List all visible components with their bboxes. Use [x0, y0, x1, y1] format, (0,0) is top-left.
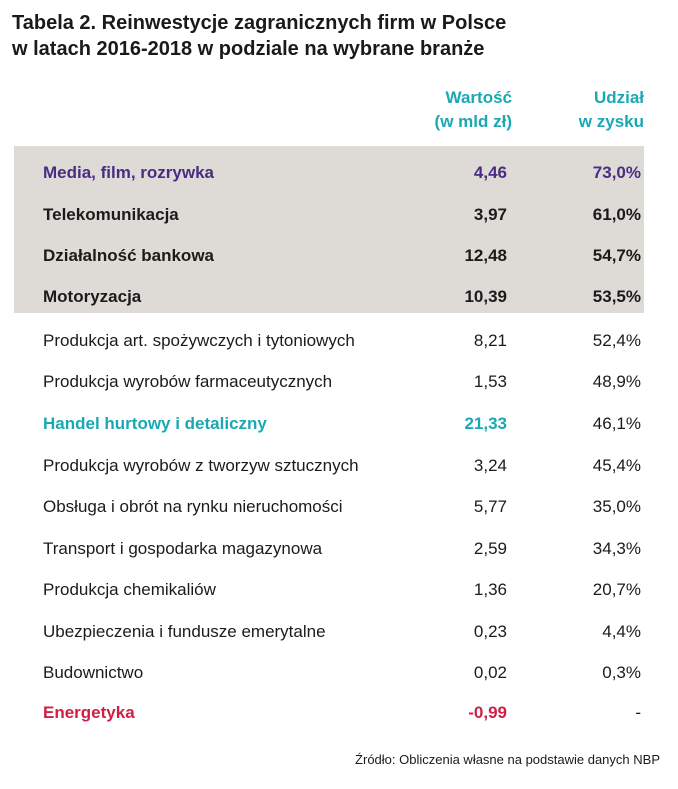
table-row: Obsługa i obrót na rynku nieruchomości 5…	[14, 486, 644, 527]
row-value: 3,97	[473, 205, 507, 224]
row-label: Telekomunikacja	[43, 205, 179, 224]
row-value: 5,77	[473, 497, 507, 516]
column-header-share: Udział w zysku	[579, 86, 644, 134]
table-row: Energetyka -0,99 -	[14, 692, 644, 733]
table-row: Media, film, rozrywka 4,46 73,0%	[14, 152, 644, 193]
row-label: Energetyka	[43, 703, 135, 722]
column-header-share-line2: w zysku	[578, 112, 644, 131]
table-row: Produkcja chemikaliów 1,36 20,7%	[14, 569, 644, 610]
table-row: Produkcja art. spożywczych i tytoniowych…	[14, 320, 644, 361]
row-label: Budownictwo	[43, 663, 144, 682]
row-value: 3,24	[473, 456, 507, 475]
row-value: 21,33	[464, 414, 507, 433]
table-row: Handel hurtowy i detaliczny 21,33 46,1%	[14, 403, 644, 444]
row-value: 12,48	[464, 246, 507, 265]
row-value: 8,21	[473, 331, 507, 350]
row-label: Motoryzacja	[43, 287, 142, 306]
row-value: 10,39	[464, 287, 507, 306]
table-row: Produkcja wyrobów farmaceutycznych 1,53 …	[14, 361, 644, 402]
row-share: 48,9%	[592, 372, 641, 391]
row-label: Media, film, rozrywka	[43, 163, 214, 182]
row-value: 0,02	[473, 663, 507, 682]
row-share: 20,7%	[592, 580, 641, 599]
row-value: 1,53	[473, 372, 507, 391]
row-label: Ubezpieczenia i fundusze emerytalne	[43, 622, 326, 641]
table-row: Budownictwo 0,02 0,3%	[14, 652, 644, 693]
row-share: 46,1%	[592, 414, 641, 433]
row-label: Produkcja wyrobów farmaceutycznych	[43, 372, 333, 391]
column-header-value-line1: Wartość	[445, 88, 512, 107]
row-share: -	[635, 703, 641, 722]
row-share: 34,3%	[592, 539, 641, 558]
row-value: 1,36	[473, 580, 507, 599]
row-value: 4,46	[473, 163, 507, 182]
row-label: Produkcja wyrobów z tworzyw sztucznych	[43, 456, 359, 475]
row-value: 0,23	[473, 622, 507, 641]
table-row: Transport i gospodarka magazynowa 2,59 3…	[14, 528, 644, 569]
table-row: Telekomunikacja 3,97 61,0%	[14, 194, 644, 235]
row-share: 4,4%	[602, 622, 641, 641]
table-row: Działalność bankowa 12,48 54,7%	[14, 235, 644, 276]
column-header-value: Wartość (w mld zł)	[435, 86, 512, 134]
source-note: Źródło: Obliczenia własne na podstawie d…	[355, 752, 660, 767]
table-title: Tabela 2. Reinwestycje zagranicznych fir…	[12, 10, 652, 62]
row-label: Produkcja art. spożywczych i tytoniowych	[43, 331, 355, 350]
row-share: 73,0%	[592, 163, 641, 182]
highlight-band	[14, 146, 644, 313]
row-value: 2,59	[473, 539, 507, 558]
row-share: 45,4%	[592, 456, 641, 475]
row-label: Produkcja chemikaliów	[43, 580, 216, 599]
column-header-value-line2: (w mld zł)	[434, 112, 512, 131]
row-label: Działalność bankowa	[43, 246, 214, 265]
row-share: 35,0%	[592, 497, 641, 516]
row-share: 54,7%	[592, 246, 641, 265]
table-title-line2: w latach 2016-2018 w podziale na wybrane…	[12, 38, 485, 60]
row-value: -0,99	[468, 703, 507, 722]
row-share: 52,4%	[592, 331, 641, 350]
column-header-share-line1: Udział	[593, 88, 644, 107]
row-share: 0,3%	[602, 663, 641, 682]
row-label: Transport i gospodarka magazynowa	[43, 539, 323, 558]
table-title-line1: Tabela 2. Reinwestycje zagranicznych fir…	[12, 12, 507, 34]
table-row: Motoryzacja 10,39 53,5%	[14, 276, 644, 317]
row-label: Obsługa i obrót na rynku nieruchomości	[43, 497, 343, 516]
row-label: Handel hurtowy i detaliczny	[43, 414, 267, 433]
table-row: Produkcja wyrobów z tworzyw sztucznych 3…	[14, 445, 644, 486]
table-row: Ubezpieczenia i fundusze emerytalne 0,23…	[14, 611, 644, 652]
row-share: 61,0%	[592, 205, 641, 224]
row-share: 53,5%	[592, 287, 641, 306]
